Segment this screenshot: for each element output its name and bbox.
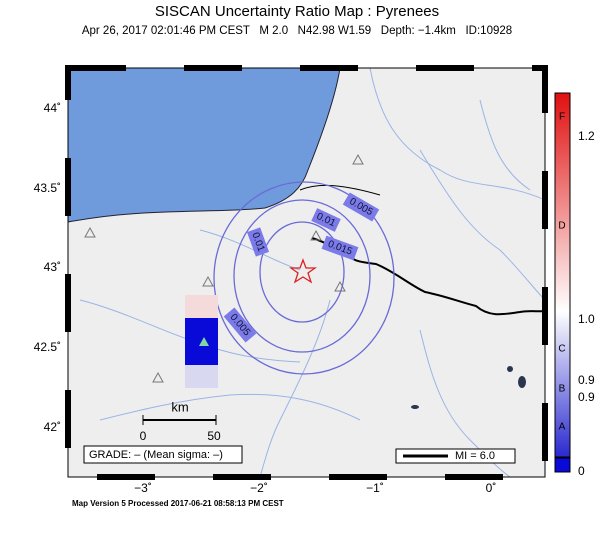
map-area: 0.005 0.01 0.015 0.01 0.005 km 0 50 GRAD… [68,68,545,477]
lon-label: −2˚ [250,481,268,495]
colorbar-value: 1.0 [578,312,595,326]
lat-label: 42˚ [44,420,61,434]
grade-letter: D [558,221,565,232]
lat-label: 43˚ [44,260,61,274]
lon-label: −3˚ [134,481,152,495]
mi-legend: MI = 6.0 [455,450,495,462]
colorbar-value: 0.9 [578,373,595,387]
grade-letter: A [559,422,566,433]
title: SISCAN Uncertainty Ratio Map : Pyrenees [155,3,439,20]
grade-letter: B [559,384,566,395]
lon-label: 0˚ [486,481,497,495]
scale-label: 50 [207,429,221,443]
scale-label: 0 [140,429,147,443]
lat-label: 42.5˚ [34,340,61,354]
grade-box: GRADE: – (Mean sigma: –) [89,449,223,461]
grade-letter: C [558,344,565,355]
subtitle: Apr 26, 2017 02:01:46 PM CEST M 2.0 N42.… [82,25,512,37]
colorbar [554,92,571,458]
contour-labels: 0.005 0.01 0.015 0.01 0.005 [223,192,380,343]
footer: Map Version 5 Processed 2017-06-21 08:58… [72,499,284,508]
colorbar-value: 0 [578,464,585,478]
lat-label: 44˚ [44,101,61,115]
colorbar-value: 1.2 [578,129,595,143]
scale-unit: km [171,399,188,414]
colorbar-value: 0.9 [578,390,595,404]
lon-label: −1˚ [366,481,384,495]
lat-label: 43.5˚ [34,181,61,195]
grade-letter: F [559,112,565,123]
